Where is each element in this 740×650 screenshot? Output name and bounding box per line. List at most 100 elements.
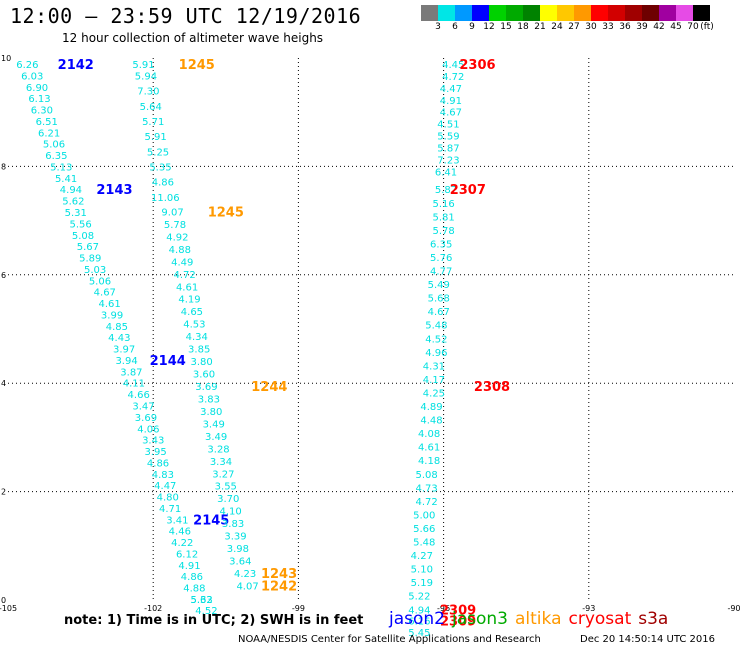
colorbar-label: 15 [500,22,512,32]
swh-value-label: 4.49 [171,257,193,268]
colorbar-swatch [472,5,489,21]
swh-value-label: 4.91 [178,561,200,572]
swh-value-label: 4.34 [186,332,208,343]
swh-value-label: 5.62 [62,197,84,208]
colorbar-label: 39 [636,22,648,32]
swh-value-label: 4.25 [423,388,445,399]
y-tick-label: 8 [1,162,6,171]
swh-value-label: 3.97 [113,345,135,356]
swh-value-label: 5.06 [43,140,65,151]
pass-label-jason2: 2142 [58,58,94,73]
swh-value-label: 7.30 [137,87,159,98]
colorbar-label: 30 [585,22,597,32]
swh-value-label: 4.51 [437,120,459,131]
swh-value-label: 6.30 [31,106,53,117]
swh-value-label: 3.94 [115,356,137,367]
swh-value-label: 5.35 [149,162,171,173]
colorbar-swatch [557,5,574,21]
swh-value-label: 5.87 [437,144,459,155]
swh-value-label: 4.86 [181,572,203,583]
swh-value-label: 4.27 [411,551,433,562]
swh-value-label: 4.31 [423,361,445,372]
colorbar-label: 33 [602,22,614,32]
swh-value-label: 4.06 [137,424,159,435]
swh-value-label: 4.10 [220,507,242,518]
swh-value-label: 3.49 [205,432,227,443]
swh-value-label: 3.70 [217,494,239,505]
swh-value-label: 5.78 [164,220,186,231]
swh-value-label: 4.45 [442,60,464,71]
colorbar-swatch [625,5,642,21]
colorbar-label: 3 [435,22,441,32]
colorbar-swatch [676,5,693,21]
swh-value-label: 3.83 [222,519,244,530]
swh-value-label: 3.47 [132,402,154,413]
swh-value-label: 4.72 [416,497,438,508]
swh-value-label: 3.69 [195,382,217,393]
swh-value-label: 3.34 [210,457,232,468]
swh-value-label: 3.85 [188,345,210,356]
swh-value-label: 4.17 [423,375,445,386]
swh-value-label: 4.61 [418,443,440,454]
swh-value-label: 3.28 [207,444,229,455]
chart-subtitle: 12 hour collection of altimeter wave hei… [62,31,324,45]
colorbar-swatch [523,5,540,21]
x-tick-label: -102 [144,604,162,613]
swh-value-label: 4.11 [123,379,145,390]
y-tick-label: 6 [1,271,6,280]
swh-value-label: 5.89 [79,254,101,265]
pass-label-altika: 1245 [208,205,244,220]
swh-value-label: 4.67 [440,108,462,119]
legend-item-jason2: jason2 [389,609,445,629]
mission-legend: jason2 jason3 altika cryosat s3a [389,609,675,629]
colorbar-label: 42 [653,22,665,32]
swh-value-label: 3.49 [203,419,225,430]
swh-value-label: 4.71 [159,504,181,515]
swh-value-label: 3.41 [166,515,188,526]
swh-value-label: 5.19 [411,578,433,589]
swh-value-label: 5.81 [432,212,454,223]
colorbar-swatch [659,5,676,21]
swh-value-label: 4.67 [94,288,116,299]
colorbar-label: 12 [483,22,495,32]
swh-value-label: 3.64 [229,557,251,568]
x-tick-label: -90 [727,604,740,613]
swh-value-label: 5.45 [408,628,430,639]
colorbar-swatch [506,5,523,21]
swh-value-label: 4.72 [442,72,464,83]
swh-value-label: 4.52 [195,606,217,617]
swh-value-label: 4.89 [420,402,442,413]
colorbar-swatch [455,5,472,21]
pass-label-altika: 1243 [261,567,297,582]
swh-value-label: 6.51 [36,117,58,128]
colorbar-label: 9 [469,22,475,32]
swh-value-label: 5.48 [425,321,447,332]
swh-value-label: 3.39 [224,532,246,543]
swh-value-label: 5.91 [132,60,154,71]
swh-value-label: 5.41 [55,174,77,185]
swh-value-label: 5.67 [77,242,99,253]
swh-value-label: 3.69 [135,413,157,424]
colorbar-label: 24 [551,22,563,32]
swh-value-label: 4.22 [171,538,193,549]
credit-line: NOAA/NESDIS Center for Satellite Applica… [238,634,541,645]
swh-value-label: 5.87 [435,185,457,196]
swh-value-label: 4.53 [183,320,205,331]
colorbar-swatch [591,5,608,21]
swh-value-label: 5.16 [432,199,454,210]
pass-label-cryosat: 2307 [450,183,486,198]
x-tick-label: -93 [582,604,595,613]
swh-value-label: 11.06 [151,193,180,204]
swh-value-label: 4.48 [420,416,442,427]
swh-value-label: 7.23 [437,155,459,166]
swh-value-label: 4.18 [418,456,440,467]
swh-value-label: 6.21 [38,128,60,139]
swh-value-label: 3.80 [200,407,222,418]
swh-value-label: 4.86 [152,178,174,189]
colorbar-swatch [489,5,506,21]
swh-value-label: 5.10 [411,565,433,576]
colorbar-label: 45 [670,22,682,32]
swh-value-label: 4.94 [408,605,430,616]
swh-value-label: 4.19 [178,295,200,306]
generated-timestamp: Dec 20 14:50:14 UTC 2016 [580,634,715,645]
